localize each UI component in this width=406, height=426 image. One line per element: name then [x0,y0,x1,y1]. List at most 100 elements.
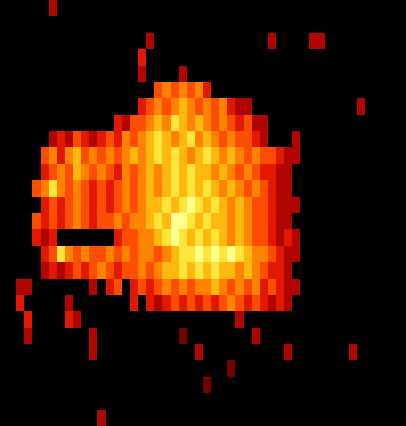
heatmap-cell [89,33,97,49]
heatmap-cell [162,49,170,65]
heatmap-cell [260,82,268,98]
heatmap-cell [227,360,235,376]
heatmap-cell [57,410,65,426]
heatmap-cell [73,147,81,163]
heatmap-cell [276,0,284,16]
heatmap-cell [325,410,333,426]
heatmap-cell [114,16,122,32]
heatmap-cell [57,393,65,409]
heatmap-cell [300,0,308,16]
heatmap-cell [309,180,317,196]
heatmap-cell [284,262,292,278]
heatmap-cell [390,229,398,245]
heatmap-cell [341,164,349,180]
heatmap-cell [357,82,365,98]
heatmap-cell [73,131,81,147]
heatmap-cell [16,328,24,344]
heatmap-cell [146,66,154,82]
heatmap-cell [154,360,162,376]
heatmap-cell [57,197,65,213]
heatmap-cell [179,393,187,409]
heatmap-cell [41,393,49,409]
heatmap-cell [154,98,162,114]
heatmap-cell [300,180,308,196]
heatmap-cell [24,180,32,196]
heatmap-cell [0,311,8,327]
heatmap-cell [187,279,195,295]
heatmap-cell [81,49,89,65]
heatmap-cell [203,66,211,82]
heatmap-cell [24,328,32,344]
heatmap-cell [146,393,154,409]
heatmap-cell [106,49,114,65]
heatmap-cell [0,0,8,16]
heatmap-cell [227,98,235,114]
heatmap-cell [219,246,227,262]
heatmap-cell [106,246,114,262]
heatmap-cell [341,213,349,229]
heatmap-cell [341,82,349,98]
heatmap-cell [260,262,268,278]
heatmap-cell [284,147,292,163]
heatmap-cell [284,410,292,426]
heatmap-cell [195,393,203,409]
heatmap-cell [195,213,203,229]
heatmap-cell [8,147,16,163]
heatmap-cell [349,262,357,278]
heatmap-cell [276,377,284,393]
heatmap-cell [317,279,325,295]
heatmap-cell [41,16,49,32]
heatmap-cell [325,33,333,49]
heatmap-cell [81,180,89,196]
heatmap-cell [73,0,81,16]
heatmap-cell [138,33,146,49]
heatmap-cell [49,0,57,16]
heatmap-cell [309,98,317,114]
heatmap-cell [187,16,195,32]
heatmap-cell [309,393,317,409]
heatmap-cell [398,377,406,393]
heatmap-cell [268,66,276,82]
heatmap-cell [244,16,252,32]
heatmap-cell [244,147,252,163]
heatmap-cell [65,197,73,213]
heatmap-cell [41,33,49,49]
heatmap-cell [390,328,398,344]
heatmap-cell [292,197,300,213]
heatmap-cell [276,344,284,360]
heatmap-cell [349,66,357,82]
heatmap-cell [235,16,243,32]
heatmap-cell [97,197,105,213]
heatmap-cell [292,98,300,114]
heatmap-cell [146,33,154,49]
heatmap-cell [317,328,325,344]
heatmap-cell [114,279,122,295]
heatmap-cell [114,360,122,376]
heatmap-cell [252,197,260,213]
heatmap-cell [89,180,97,196]
heatmap-cell [398,360,406,376]
heatmap-cell [49,360,57,376]
heatmap-cell [252,393,260,409]
heatmap-cell [252,295,260,311]
heatmap-cell [162,66,170,82]
heatmap-cell [65,262,73,278]
heatmap-cell [8,229,16,245]
heatmap-cell [357,377,365,393]
heatmap-cell [211,147,219,163]
heatmap-cell [49,98,57,114]
heatmap-cell [252,279,260,295]
heatmap-cell [179,229,187,245]
heatmap-cell [162,98,170,114]
heatmap-cell [195,410,203,426]
heatmap-cell [130,344,138,360]
heatmap-cell [171,115,179,131]
heatmap-cell [382,131,390,147]
heatmap-cell [309,360,317,376]
heatmap-cell [260,147,268,163]
heatmap-cell [41,360,49,376]
heatmap-cell [284,229,292,245]
heatmap-cell [97,213,105,229]
heatmap-cell [203,197,211,213]
heatmap-cell [211,82,219,98]
